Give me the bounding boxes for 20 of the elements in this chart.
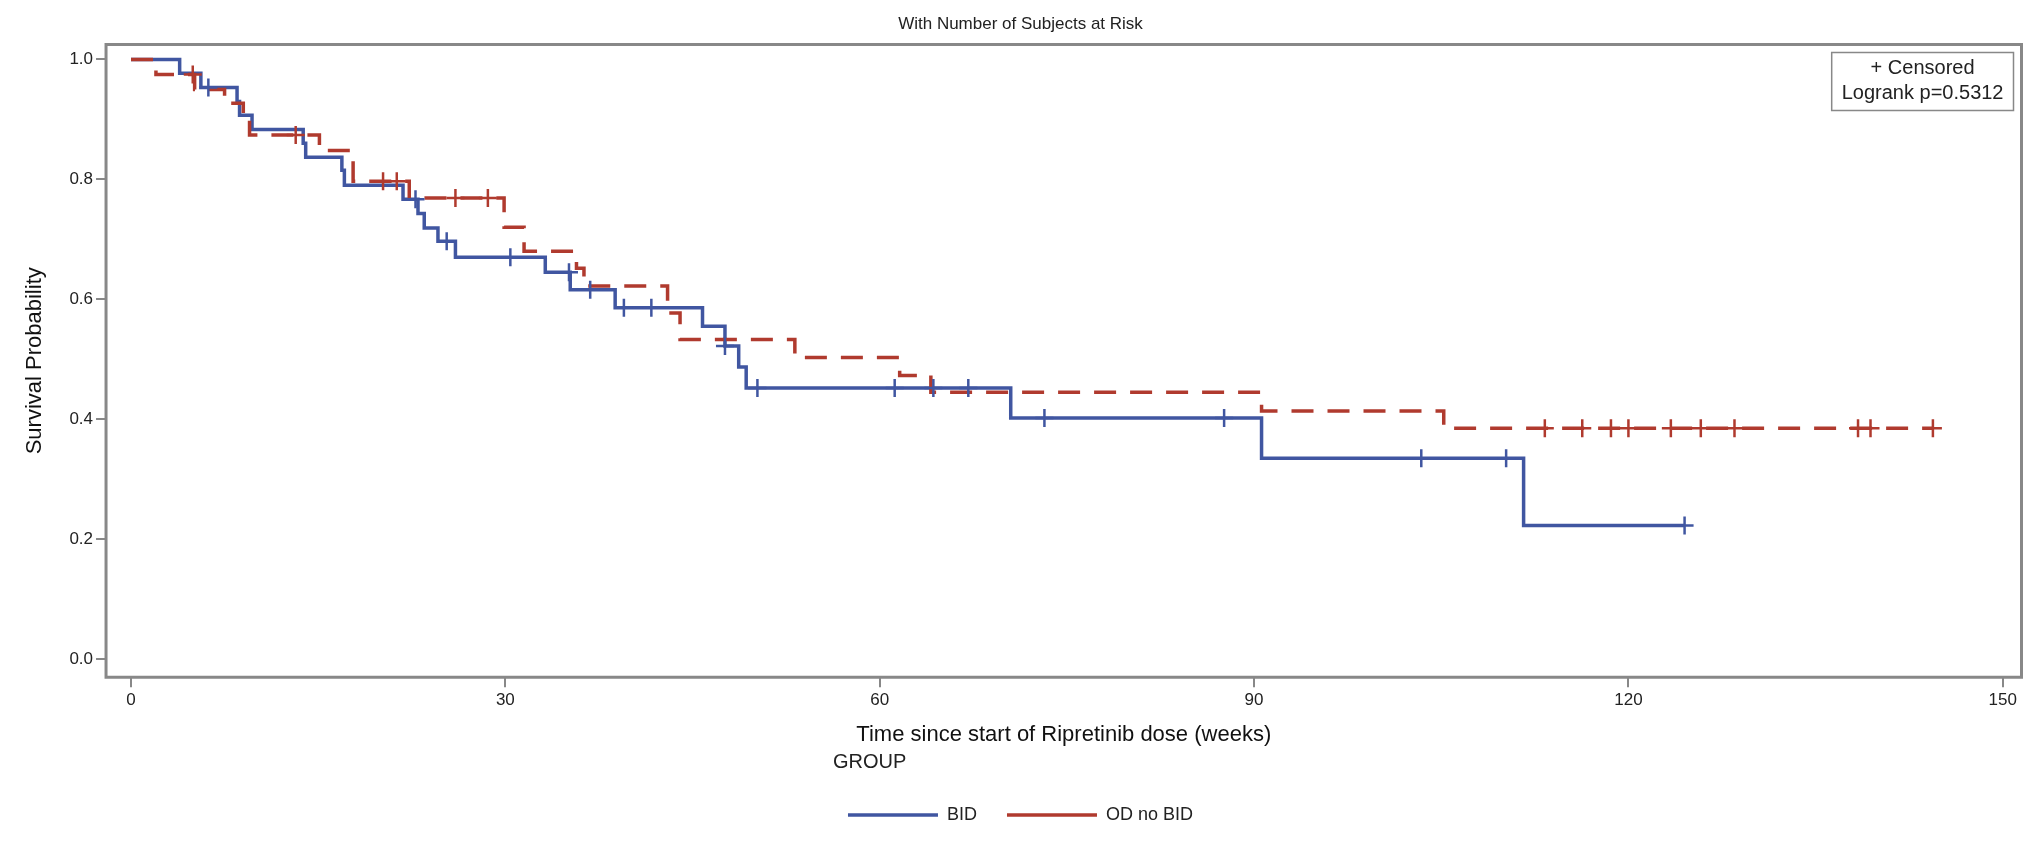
x-tick-label: 30 [495,690,515,710]
x-tick-label: 0 [126,690,136,710]
legend-title: GROUP [832,749,907,772]
x-tick-label: 90 [1244,690,1264,710]
y-tick-label: 0.0 [69,648,94,668]
x-axis-title: Time since start of Ripretinib dose (weeks) [856,720,1272,746]
y-tick-label: 0.6 [69,289,94,309]
annotation: Logrank p=0.5312 [1841,81,2004,104]
legend-label: BID [946,803,977,824]
x-tick-label: 60 [870,690,890,710]
y-tick-label: 0.8 [69,169,94,189]
annotation: + Censored [1870,56,1975,79]
x-tick-label: 120 [1614,690,1643,710]
y-axis-title: Survival Probability [21,267,47,455]
y-tick-label: 0.2 [69,528,94,548]
chart-title: With Number of Subjects at Risk [898,13,1144,33]
y-tick-label: 0.4 [69,408,94,428]
legend-label: OD no BID [1105,803,1194,824]
y-tick-label: 1.0 [69,49,94,69]
x-tick-label: 150 [1988,690,2017,710]
